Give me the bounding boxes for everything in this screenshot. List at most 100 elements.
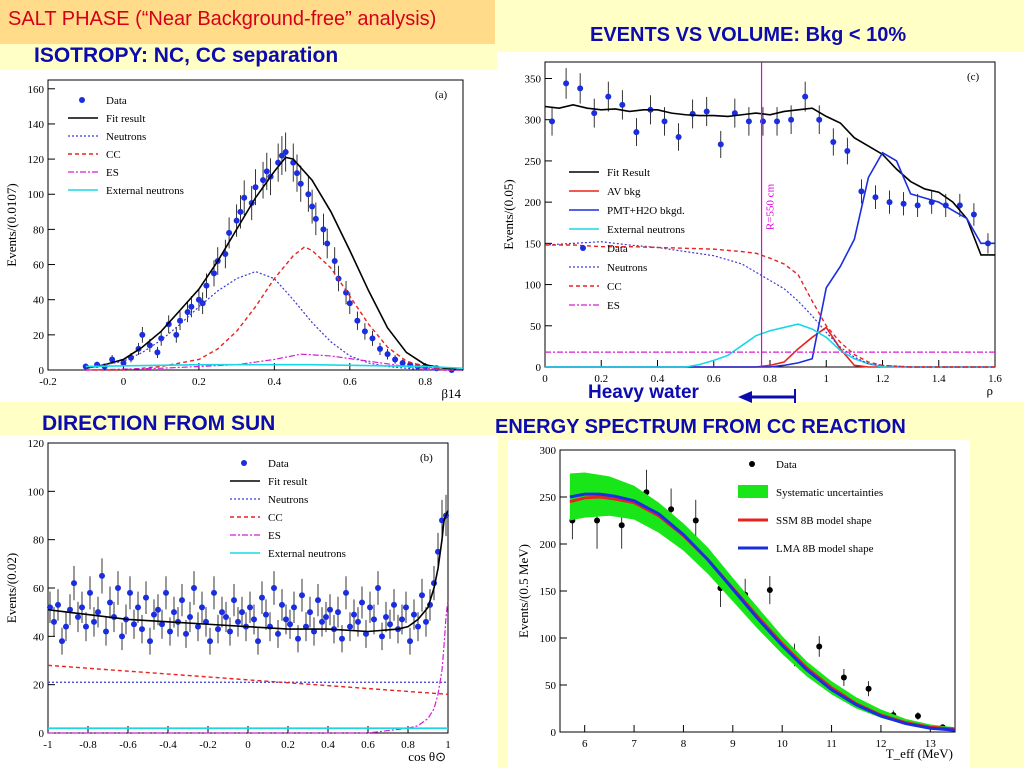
energy-y-tick-label: 250 <box>540 492 557 504</box>
b-series-data-point <box>163 589 169 596</box>
a-series-data-point <box>312 215 319 222</box>
energy-series-systematic-uncertainties-band <box>569 472 955 731</box>
a-series-data-point <box>139 331 146 338</box>
b-series-data-point <box>275 630 281 637</box>
panel-energy: 6 7 8 9 10 11 12 13 0 50 100 150 200 250 300 T_eff (MeV… <box>508 440 970 768</box>
energy-series-data-point <box>840 674 847 681</box>
b-series-data-point <box>107 599 113 606</box>
energy-x-tick-label: 10 <box>777 738 789 750</box>
energy-x-tick-label: 7 <box>631 738 637 750</box>
a-series-data-point <box>195 296 202 303</box>
b-series-data-point <box>295 635 301 642</box>
c-x-tick-label: 1.6 <box>988 373 1002 385</box>
b-series-data-point <box>339 635 345 642</box>
a-series-data-point <box>324 240 331 247</box>
b-series-data-point <box>227 628 233 635</box>
b-series-data-point <box>83 623 89 630</box>
a-y-tick-label: 120 <box>28 154 45 166</box>
b-series-data-point <box>59 638 65 645</box>
a-plot-frame <box>47 79 464 371</box>
chart-isotropy: -0.2 0 0.2 0.4 0.6 0.8020406080100120140160β1… <box>4 79 464 401</box>
c-x-tick-label: 0.6 <box>707 373 721 385</box>
b-series-data-point <box>319 618 325 625</box>
a-series-external-neutrons-line <box>85 363 464 370</box>
c-series-data-point <box>577 85 584 92</box>
heavy-water-label: Heavy water <box>588 382 699 403</box>
energy-series-data-point <box>766 587 773 594</box>
b-series-data-point <box>195 623 201 630</box>
b-series-data-point <box>375 585 381 591</box>
a-series-data-point <box>278 152 285 159</box>
b-y-tick-label: 60 <box>33 583 45 595</box>
b-y-tick-label: 40 <box>33 631 45 643</box>
b-series-data-point <box>399 616 405 623</box>
c-y-axis-label: Events/(0.05) <box>501 179 516 249</box>
b-series-data-point <box>119 633 125 640</box>
energy-legend-systematic-uncertainties-label: Systematic uncertainties <box>776 487 883 499</box>
b-x-tick-label: -0.6 <box>119 739 137 751</box>
c-series-data-point <box>633 129 640 136</box>
c-series-data-point <box>886 199 893 206</box>
b-series-data-point <box>423 618 429 625</box>
a-series-data-point <box>399 359 406 366</box>
b-x-tick-label: 0.8 <box>401 739 415 751</box>
b-series-data-point <box>151 611 157 618</box>
c-legend-fit-result-label: Fit Result <box>607 167 650 179</box>
heading-isotropy: ISOTROPY: NC, CC separation <box>34 44 339 67</box>
a-series-data-point <box>154 349 161 356</box>
a-y-tick-label: 60 <box>33 260 45 272</box>
b-series-data-point <box>259 594 265 601</box>
b-series-data-point <box>215 626 221 633</box>
b-legend-fit-result-label: Fit result <box>268 476 307 488</box>
energy-y-tick-label: 0 <box>551 727 557 739</box>
energy-x-axis-label: T_eff (MeV) <box>886 746 953 761</box>
energy-legend-data-label: Data <box>776 459 797 471</box>
b-series-data-point <box>315 597 321 604</box>
a-series-data-point <box>297 180 304 187</box>
a-x-tick-label: -0.2 <box>39 376 56 388</box>
b-series-data-point <box>231 597 237 604</box>
a-legend-data-label: Data <box>106 95 127 107</box>
c-x-tick-label: 0.4 <box>651 373 665 385</box>
b-series-data-point <box>79 604 85 611</box>
energy-series-data-point <box>618 522 625 529</box>
b-series-data-point <box>403 604 409 611</box>
b-series-data-point <box>71 580 77 587</box>
c-series-data-point <box>970 211 977 218</box>
panel-c: 0 0.2 0.4 0.6 0.8 1 1.2 1.4 1.6 0 50 100 150 200 250 30… <box>497 52 1024 402</box>
a-y-tick-label: 80 <box>33 224 45 236</box>
b-series-data-point <box>143 594 149 601</box>
b-series-data-point <box>391 601 397 608</box>
c-series-data-point <box>549 118 556 125</box>
b-x-tick-label: 0 <box>245 739 251 751</box>
a-legend-neutrons-label: Neutrons <box>106 131 146 143</box>
b-x-tick-label: 0.4 <box>321 739 335 751</box>
panel-a: -0.2 0 0.2 0.4 0.6 0.8 0 20 40 60 80 100 120 140 160 β1… <box>0 70 498 402</box>
c-panel-tag: (c) <box>967 71 980 83</box>
c-legend-data-label: Data <box>607 243 628 255</box>
b-series-data-point <box>55 601 61 608</box>
a-y-tick-label: 0 <box>39 365 45 377</box>
b-series-data-point <box>247 604 253 611</box>
b-series-data-point <box>323 614 329 620</box>
c-series-data-point <box>802 93 809 100</box>
c-series-cc-line <box>545 244 995 368</box>
a-series-data-point <box>294 170 300 177</box>
a-series-data-point <box>241 194 248 201</box>
c-series-data-point <box>858 188 865 195</box>
b-series-data-point <box>127 589 133 596</box>
c-series-av-bkg-line <box>545 326 995 368</box>
b-series-data-point <box>343 589 349 596</box>
c-series-data-point <box>605 93 612 100</box>
b-series-data-point <box>95 609 101 616</box>
energy-series-data-point <box>914 713 921 720</box>
a-series-data-point <box>377 345 383 352</box>
b-x-tick-label: -0.4 <box>159 739 177 751</box>
c-series-data-point <box>703 108 710 115</box>
b-series-data-point <box>91 618 97 625</box>
a-series-data-point <box>392 356 399 363</box>
b-series-data-point <box>191 585 197 591</box>
b-series-data-point <box>147 638 153 645</box>
b-series-data-point <box>367 604 373 611</box>
b-x-tick-label: 0.2 <box>281 739 295 751</box>
